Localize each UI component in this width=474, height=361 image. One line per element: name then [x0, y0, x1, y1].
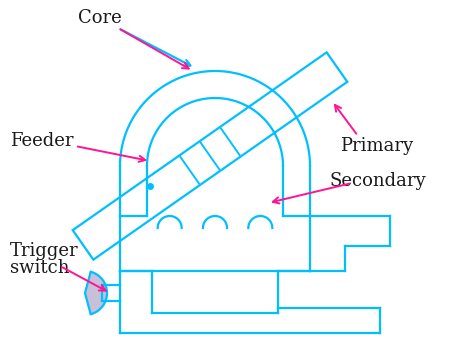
Text: Core: Core — [78, 9, 122, 27]
Text: Primary: Primary — [340, 137, 413, 155]
Text: Trigger: Trigger — [10, 242, 79, 260]
Wedge shape — [85, 272, 107, 314]
Text: Secondary: Secondary — [330, 172, 427, 190]
Text: switch: switch — [10, 259, 70, 277]
Text: Feeder: Feeder — [10, 132, 73, 150]
